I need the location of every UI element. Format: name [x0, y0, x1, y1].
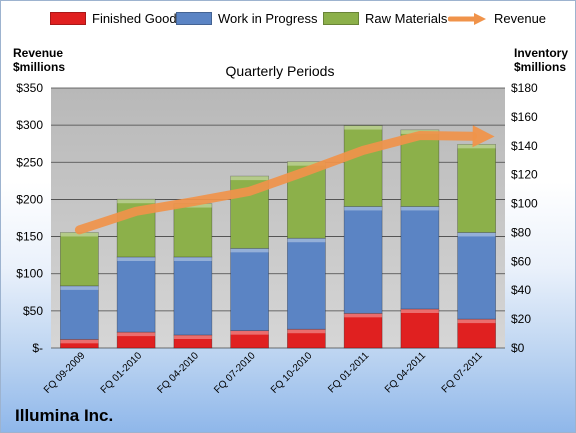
bar-work-in-progress	[287, 237, 326, 330]
bar-work-in-progress	[116, 256, 156, 333]
bar-highlight	[117, 257, 156, 261]
bar-highlight	[230, 330, 269, 335]
bar-highlight	[173, 257, 212, 261]
bar-highlight	[117, 332, 156, 337]
right-tick-label: $20	[511, 312, 531, 326]
bar-highlight	[60, 285, 99, 290]
legend-label-revenue: Revenue	[494, 11, 547, 26]
legend-swatch-raw-materials	[323, 12, 359, 25]
right-tick-label: $60	[511, 254, 531, 268]
legend-arrow-icon	[448, 12, 486, 25]
left-axis-title-line2: $millions	[13, 60, 66, 74]
legend-item-work-in-progress: Work in Progress	[176, 11, 317, 26]
bar-highlight	[60, 232, 99, 237]
bar-highlight	[117, 199, 156, 204]
x-tick-label: FQ 07-2011	[440, 350, 485, 395]
bar-raw-materials	[60, 232, 99, 287]
bar-work-in-progress	[400, 206, 440, 310]
legend-label-finished-goods: Finished Goods	[92, 11, 184, 26]
right-tick-label: $100	[511, 197, 538, 211]
bar-raw-materials	[173, 203, 213, 258]
right-tick-label: $40	[511, 283, 531, 297]
revenue-line	[74, 125, 495, 235]
revenue-line-path	[74, 131, 478, 235]
right-tick-label: $160	[511, 110, 538, 124]
x-tick-label: FQ 07-2010	[212, 350, 258, 396]
right-axis-title: Inventory $millions	[514, 46, 568, 74]
bar-raw-materials	[457, 143, 496, 233]
legend-item-finished-goods: Finished Goods	[50, 11, 183, 26]
x-tick-label: FQ 01-2010	[99, 350, 145, 396]
legend-item-raw-materials: Raw Materials	[323, 11, 447, 26]
bar-raw-materials	[343, 125, 383, 207]
legend-swatch-finished-goods	[50, 12, 86, 25]
right-axis-title-line1: Inventory	[514, 46, 569, 60]
legend-label-raw-materials: Raw Materials	[365, 11, 448, 26]
bar-highlight	[344, 206, 383, 211]
legend: Finished Goods Work in Progress Raw Mate…	[1, 11, 575, 31]
bar-highlight	[287, 161, 326, 166]
bar-work-in-progress	[343, 206, 383, 314]
bar-highlight	[344, 313, 383, 318]
bar-finished-goods	[400, 308, 440, 349]
bar-highlight	[230, 248, 269, 253]
bar-highlight	[173, 335, 212, 339]
bar-work-in-progress	[173, 256, 213, 336]
x-tick-label: FQ 09-2009	[42, 350, 88, 396]
bar-work-in-progress	[60, 285, 99, 340]
right-tick-label: $0	[511, 341, 525, 355]
x-tick-label: FQ 01-2011	[326, 350, 371, 395]
legend-item-revenue: Revenue	[448, 11, 546, 26]
right-axis-title-line2: $millions	[514, 60, 567, 74]
x-tick-label: FQ 04-2010	[155, 350, 201, 396]
legend-swatch-work-in-progress	[176, 12, 212, 25]
bar-highlight	[344, 125, 383, 130]
bar-highlight	[400, 309, 439, 313]
left-axis-title-line1: Revenue	[13, 46, 64, 60]
right-tick-label: $120	[511, 168, 538, 182]
left-tick-label: $-	[32, 341, 43, 355]
bar-highlight	[287, 329, 326, 334]
bar-highlight	[457, 144, 496, 149]
bar-work-in-progress	[230, 247, 269, 332]
left-tick-label: $350	[16, 81, 43, 95]
left-axis-title: Revenue $millions	[13, 46, 65, 74]
bar-finished-goods	[343, 312, 383, 349]
right-tick-label: $80	[511, 225, 531, 239]
bar-highlight	[457, 232, 496, 237]
left-tick-label: $200	[16, 192, 43, 206]
legend-label-work-in-progress: Work in Progress	[218, 11, 318, 26]
revenue-arrowhead	[472, 125, 495, 148]
bar-highlight	[230, 176, 269, 181]
bar-highlight	[60, 339, 99, 344]
bars	[60, 125, 496, 349]
bar-highlight	[400, 206, 439, 211]
x-tick-label: FQ 10-2010	[269, 350, 315, 396]
bar-highlight	[287, 238, 326, 243]
bar-highlight	[457, 319, 496, 324]
company-name: Illumina Inc.	[15, 406, 114, 425]
chart-title: Quarterly Periods	[226, 63, 335, 79]
left-tick-label: $50	[23, 304, 43, 318]
left-tick-label: $250	[16, 155, 43, 169]
x-tick-label: FQ 04-2011	[383, 350, 428, 395]
left-tick-label: $100	[16, 267, 43, 281]
right-tick-label: $140	[511, 139, 538, 153]
right-tick-label: $180	[511, 81, 538, 95]
bar-finished-goods	[457, 318, 496, 349]
left-tick-label: $300	[16, 118, 43, 132]
left-tick-label: $150	[16, 230, 43, 244]
bar-finished-goods	[60, 338, 99, 349]
bar-work-in-progress	[457, 232, 496, 320]
